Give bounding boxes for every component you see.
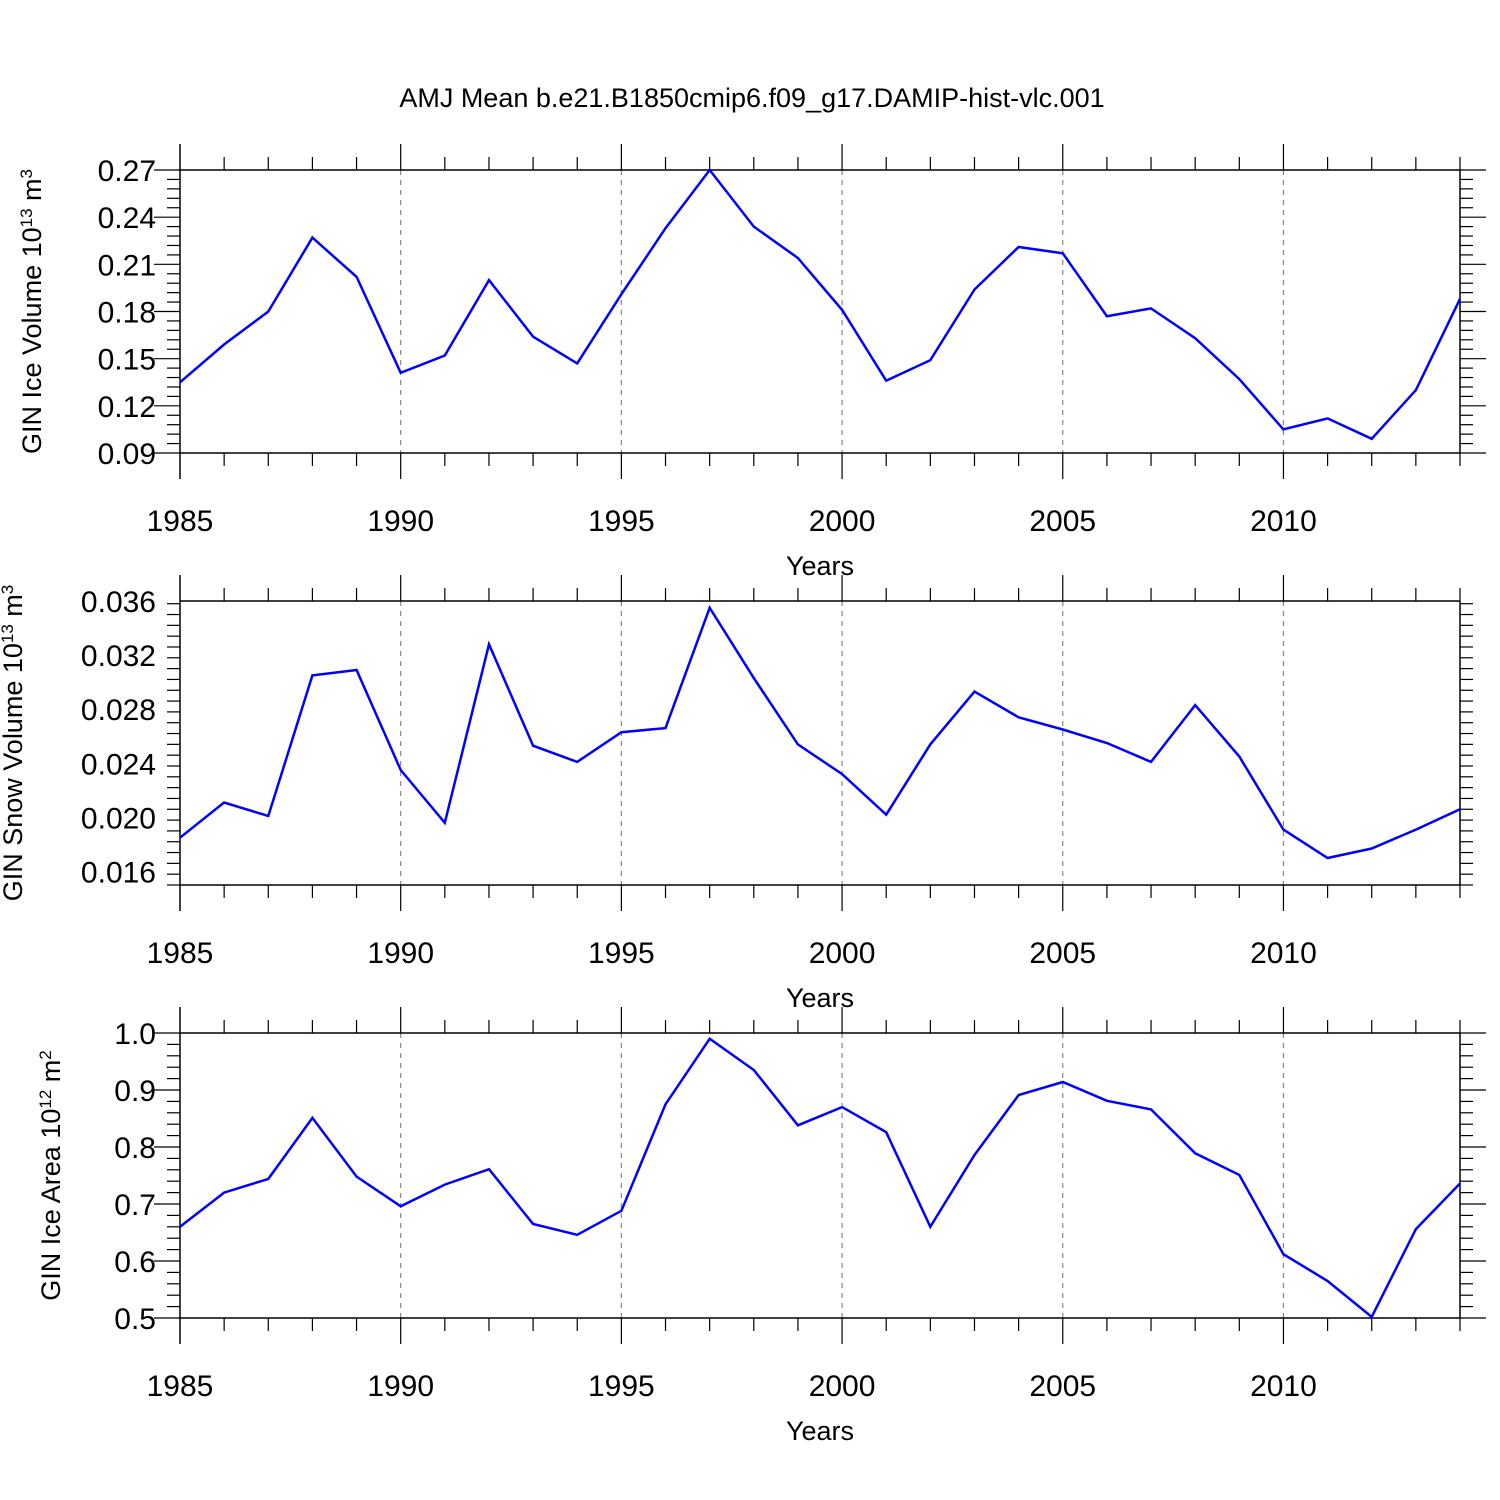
y-tick-label: 0.21 [98, 249, 156, 282]
x-tick-label: 2010 [1250, 937, 1317, 970]
y-axis-title: GIN Snow Volume 1013 m3 [0, 585, 28, 902]
figure-title: AMJ Mean b.e21.B1850cmip6.f09_g17.DAMIP-… [399, 83, 1104, 113]
x-tick-label: 2005 [1029, 937, 1096, 970]
x-tick-label: 1985 [147, 505, 214, 538]
series-line [179, 167, 1462, 441]
y-tick-label: 0.12 [98, 391, 156, 424]
y-tick-label: 0.27 [98, 155, 156, 188]
y-axis-title-unit-exponent: 3 [17, 169, 36, 178]
series-line [179, 1036, 1461, 1319]
y-tick-label: 0.024 [81, 748, 156, 781]
x-tick-label: 2010 [1250, 505, 1317, 538]
x-axis-title: Years [786, 551, 854, 581]
y-tick-label: 0.028 [81, 694, 156, 727]
panels: 1985 1990 1995 2000 2005 2010 0.09 0.12 0.15 0.18… [0, 144, 1486, 1446]
y-axis-title-unit: m [0, 594, 28, 624]
x-tick-label: 1990 [367, 1370, 434, 1403]
y-tick-label: 0.7 [114, 1189, 156, 1222]
x-axis-title: Years [786, 983, 854, 1013]
x-tick-label: 1995 [588, 1370, 655, 1403]
y-axis-title-text: GIN Ice Volume 10 [17, 227, 47, 454]
y-tick-label: 0.032 [81, 640, 156, 673]
y-axis-title-exponent: 12 [36, 1090, 55, 1109]
panel-3: 1985 1990 1995 2000 2005 2010 0.5 0.6 0.7 0.8 0.9 1… [36, 1007, 1486, 1446]
y-axis-title-text: GIN Snow Volume 10 [0, 643, 28, 901]
series-line [179, 604, 1461, 860]
y-tick-label: 0.15 [98, 344, 156, 377]
x-tick-label: 2000 [809, 937, 876, 970]
y-axis-title-unit: m [17, 178, 47, 208]
x-tick-label: 1995 [588, 937, 655, 970]
y-tick-label: 0.5 [114, 1303, 156, 1336]
y-axis-title: GIN Ice Area 1012 m2 [36, 1050, 67, 1301]
y-axis-title-unit-exponent: 3 [0, 585, 17, 594]
y-axis-title: GIN Ice Volume 1013 m3 [17, 169, 48, 454]
y-tick-label: 1.0 [114, 1018, 156, 1051]
y-tick-label: 0.8 [114, 1132, 156, 1165]
y-axis-title-unit: m [36, 1060, 66, 1090]
x-tick-label: 1990 [367, 505, 434, 538]
x-tick-label: 2000 [809, 1370, 876, 1403]
y-tick-label: 0.6 [114, 1246, 156, 1279]
x-tick-label: 2005 [1029, 505, 1096, 538]
y-tick-label: 0.016 [81, 856, 156, 889]
x-tick-label: 1995 [588, 505, 655, 538]
x-tick-label: 1985 [147, 937, 214, 970]
panel-1: 1985 1990 1995 2000 2005 2010 0.09 0.12 0.15 0.18… [17, 144, 1486, 581]
y-tick-label: 0.036 [81, 586, 156, 619]
y-tick-label: 0.09 [98, 438, 156, 471]
y-axis-title-exponent: 13 [0, 624, 17, 643]
y-tick-label: 0.9 [114, 1075, 156, 1108]
x-axis-title: Years [786, 1416, 854, 1446]
panel-2: 1985 1990 1995 2000 2005 2010 0.016 0.020 0.024 0… [0, 575, 1473, 1013]
y-tick-label: 0.24 [98, 202, 156, 235]
x-tick-label: 1990 [367, 937, 434, 970]
y-axis-title-exponent: 13 [17, 208, 36, 227]
y-axis-title-unit-exponent: 2 [36, 1050, 55, 1059]
y-tick-label: 0.020 [81, 802, 156, 835]
x-tick-label: 1985 [147, 1370, 214, 1403]
x-tick-label: 2000 [809, 505, 876, 538]
y-tick-label: 0.18 [98, 297, 156, 330]
y-axis-title-text: GIN Ice Area 10 [36, 1109, 66, 1301]
x-tick-label: 2010 [1250, 1370, 1317, 1403]
x-tick-label: 2005 [1029, 1370, 1096, 1403]
